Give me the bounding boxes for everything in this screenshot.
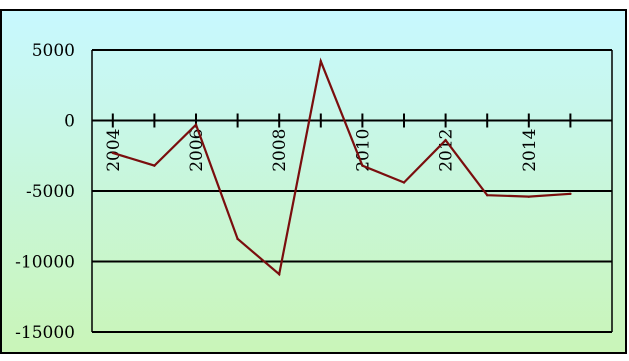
x-tick-label: 2008 [270, 129, 290, 172]
y-tick-label: -10000 [15, 253, 75, 273]
data-point [319, 60, 322, 63]
y-tick-label: 0 [64, 112, 75, 132]
y-tick-label: 5000 [32, 41, 75, 61]
series-line [112, 57, 571, 277]
y-tick-label: -5000 [26, 182, 75, 202]
x-tick-label: 2012 [437, 129, 457, 172]
data-point [194, 123, 198, 126]
chart-background [0, 9, 627, 354]
data-point [361, 164, 364, 167]
data-point [527, 195, 530, 198]
x-tick-label: 2014 [520, 129, 540, 172]
data-point [402, 181, 406, 184]
data-point [444, 139, 447, 142]
data-point [111, 151, 115, 155]
data-point [153, 164, 156, 167]
data-point [278, 272, 281, 276]
data-point [486, 194, 489, 197]
series-layer [111, 57, 572, 277]
data-point [236, 237, 239, 241]
y-axis-tick-labels: 5000 0 -5000 -10000 -15000 [15, 41, 75, 343]
x-tick-label: 2010 [353, 129, 373, 172]
y-tick-label: -15000 [15, 323, 75, 343]
data-point [569, 192, 572, 196]
x-tick-label: 2006 [187, 129, 207, 172]
x-axis [92, 113, 612, 128]
x-tick-label: 2004 [104, 129, 124, 172]
